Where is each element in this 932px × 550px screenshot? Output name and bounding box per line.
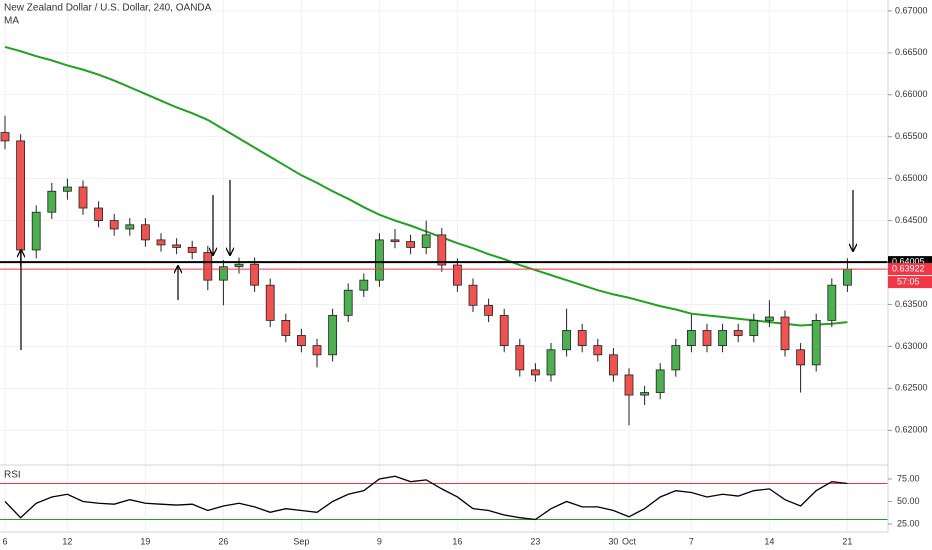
x-tick-label: 7: [689, 536, 694, 546]
candle-body: [827, 284, 837, 321]
y-tick-label: 0.63000: [895, 341, 928, 351]
y-tick-label: 0.66000: [895, 89, 928, 99]
candle-body: [452, 264, 462, 286]
candle-body: [296, 335, 306, 346]
candle-body: [702, 330, 712, 346]
x-tick-label: 30: [608, 536, 618, 546]
candle-body: [374, 239, 384, 281]
candle-body: [343, 289, 353, 316]
ma-line: [4, 46, 848, 327]
rsi-tick-label: 25.00: [897, 518, 920, 528]
candle-body: [640, 392, 649, 396]
candle-body: [390, 239, 400, 242]
candle-body: [609, 354, 618, 376]
candle-body: [312, 345, 322, 356]
x-tick-label: Sep: [293, 536, 309, 546]
level-label: 0.64005: [892, 256, 925, 266]
candle-body: [562, 330, 571, 351]
x-tick-label: 19: [140, 536, 150, 546]
candle-body: [780, 316, 790, 351]
candle-body: [125, 224, 135, 230]
candle-body: [250, 263, 260, 286]
candle-body: [765, 316, 774, 321]
candle-body: [78, 186, 88, 209]
candle-body: [187, 247, 197, 253]
candle-body: [546, 349, 556, 376]
candle-body: [16, 140, 26, 251]
y-tick-label: 0.62000: [895, 425, 928, 435]
candle-body: [172, 244, 182, 248]
rsi-tick-label: 75.00: [897, 473, 920, 483]
y-tick-label: 0.64500: [895, 215, 928, 225]
x-tick-label: 6: [2, 536, 7, 546]
candle-body: [499, 314, 509, 346]
candle-body: [515, 345, 525, 371]
x-tick-label: 12: [62, 536, 72, 546]
chart-title: New Zealand Dollar / U.S. Dollar, 240, O…: [4, 3, 212, 14]
candle-body: [624, 374, 634, 396]
candle-body: [0, 132, 10, 142]
candle-body: [531, 369, 540, 376]
candle-body: [749, 320, 759, 336]
rsi-label: RSI: [4, 470, 21, 481]
candle-body: [671, 345, 681, 371]
candle-body: [577, 330, 587, 346]
rsi-line: [4, 475, 848, 521]
candle-body: [281, 320, 291, 336]
candle-body: [718, 330, 727, 346]
level-label: 0.63922: [892, 263, 925, 273]
candle-body: [406, 241, 416, 248]
rsi-tick-label: 50.00: [897, 496, 920, 506]
countdown: 57:05: [897, 276, 920, 286]
candle-body: [687, 330, 696, 346]
y-tick-label: 0.63500: [895, 299, 928, 309]
indicator-label: MA: [4, 16, 19, 27]
arrows: [21, 180, 853, 350]
x-tick-label: 26: [218, 536, 228, 546]
candle-body: [468, 284, 478, 306]
candle-body: [234, 263, 244, 268]
candle-body: [140, 224, 150, 241]
candle-body: [843, 268, 852, 286]
candle-body: [811, 320, 821, 366]
y-tick-label: 0.66500: [895, 47, 928, 57]
candle-body: [63, 186, 72, 192]
candle-body: [359, 279, 369, 291]
candle-body: [733, 330, 743, 336]
x-tick-label: 14: [764, 536, 774, 546]
y-tick-label: 0.65000: [895, 173, 928, 183]
candle-body: [109, 220, 119, 230]
level-label-bg: [888, 263, 932, 276]
y-tick-label: 0.65500: [895, 131, 928, 141]
candle-body: [203, 252, 213, 281]
candle-body: [47, 190, 57, 213]
candle-body: [484, 304, 494, 316]
y-tick-label: 0.67000: [895, 5, 928, 15]
candle-body: [796, 349, 805, 366]
x-tick-label: 16: [452, 536, 462, 546]
x-tick-label: 21: [842, 536, 852, 546]
candle-body: [94, 207, 103, 221]
candle-body: [31, 211, 41, 251]
candle-body: [218, 266, 228, 281]
candle-body: [328, 314, 338, 356]
y-tick-label: 0.62500: [895, 383, 928, 393]
candle-body: [156, 239, 166, 246]
countdown-bg: [888, 276, 932, 289]
candle-body: [655, 369, 665, 393]
x-tick-label: Oct: [622, 536, 637, 546]
x-tick-label: 23: [530, 536, 540, 546]
candle-body: [265, 284, 275, 321]
candle-body: [437, 234, 447, 266]
candle-body: [593, 345, 603, 356]
candle-body: [421, 234, 431, 248]
x-tick-label: 9: [377, 536, 382, 546]
